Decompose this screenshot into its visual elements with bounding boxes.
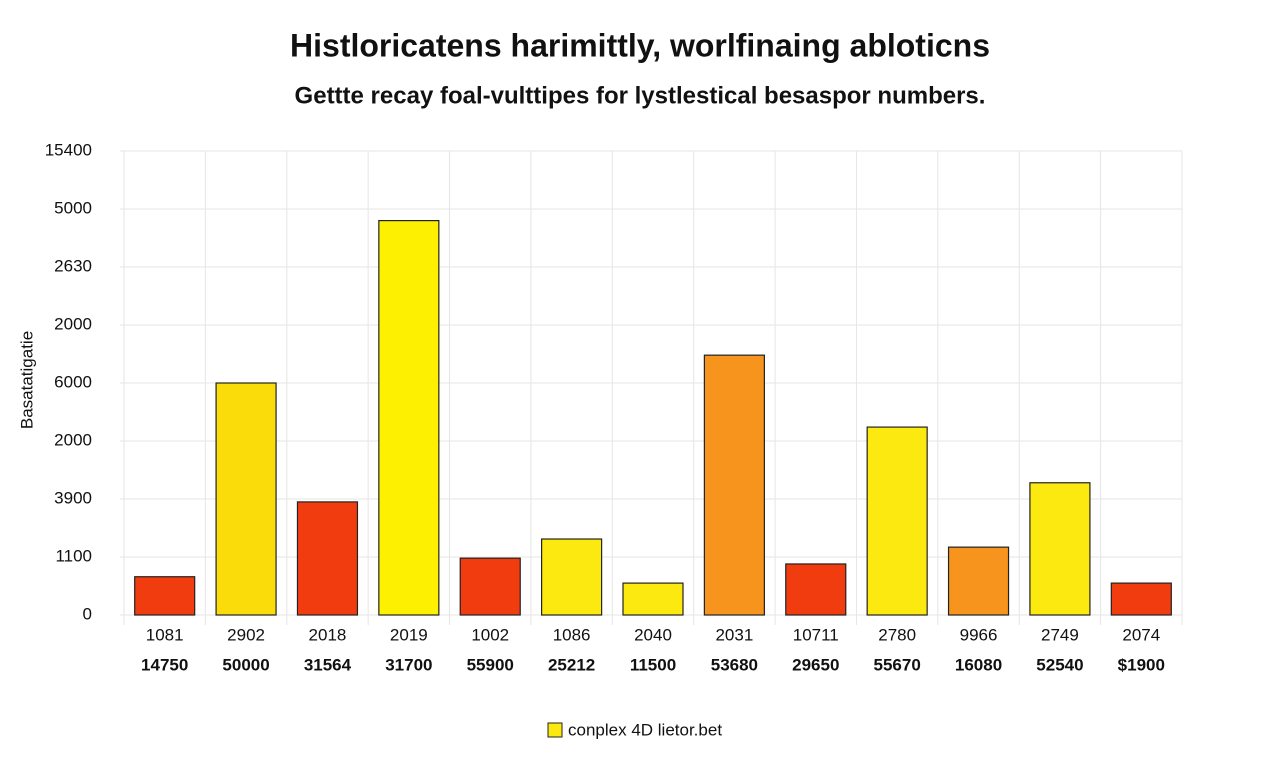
y-tick-label: 15400 [45, 140, 92, 159]
x-tick-label: 2749 [1041, 625, 1079, 644]
x-tick-sublabel: 31700 [385, 655, 432, 674]
x-tick-label: 9966 [960, 625, 998, 644]
x-tick-sublabel: 29650 [792, 655, 839, 674]
y-tick-label: 5000 [54, 198, 92, 217]
chart-title: Histloricatens harimittly, worlfinaing a… [290, 27, 990, 63]
bar [1110, 582, 1172, 616]
bar [947, 546, 1010, 616]
x-tick-sublabel: 53680 [711, 655, 758, 674]
bar [134, 576, 196, 616]
bar [1029, 482, 1091, 616]
legend-label: conplex 4D lietor.bet [568, 720, 722, 739]
bar [215, 382, 277, 616]
x-tick-label: 1081 [146, 625, 184, 644]
x-tick-sublabel: 55670 [874, 655, 921, 674]
x-tick-label: 2902 [227, 625, 265, 644]
bar [703, 354, 765, 616]
y-tick-label: 6000 [54, 372, 92, 391]
bar [866, 426, 928, 616]
legend-swatch [547, 722, 563, 738]
x-tick-label: 1002 [471, 625, 509, 644]
x-tick-label: 1086 [553, 625, 591, 644]
bar [541, 538, 603, 616]
x-tick-sublabel: 14750 [141, 655, 188, 674]
x-tick-label: 2031 [715, 625, 753, 644]
y-tick-label: 1100 [55, 546, 92, 565]
bar [785, 563, 847, 616]
x-tick-label: 2074 [1122, 625, 1160, 644]
chart-subtitle: Gettte recay foal-vulttipes for lystlest… [295, 82, 986, 109]
x-tick-sublabel: 31564 [304, 655, 352, 674]
bar [296, 501, 359, 616]
x-tick-label: 2019 [390, 625, 428, 644]
x-tick-sublabel: 52540 [1036, 655, 1083, 674]
y-tick-label: 2000 [54, 430, 92, 449]
y-tick-label: 2000 [54, 314, 92, 333]
x-tick-sublabel: 50000 [222, 655, 269, 674]
x-tick-sublabel: 16080 [955, 655, 1002, 674]
y-tick-label: 2630 [54, 256, 92, 275]
x-tick-label: 10711 [793, 625, 839, 644]
bar [378, 220, 440, 616]
x-tick-sublabel: 55900 [467, 655, 514, 674]
x-tick-label: 2780 [878, 625, 916, 644]
bar [459, 557, 521, 616]
y-axis-label: Basatatigatie [17, 331, 36, 429]
x-tick-sublabel: 11500 [630, 655, 676, 674]
x-tick-sublabel: $1900 [1118, 655, 1165, 674]
x-tick-label: 2040 [634, 625, 672, 644]
y-tick-label: 3900 [54, 488, 92, 507]
x-tick-sublabel: 25212 [548, 655, 595, 674]
y-tick-label: 0 [83, 604, 92, 623]
x-tick-label: 2018 [309, 625, 347, 644]
bar [622, 582, 684, 616]
